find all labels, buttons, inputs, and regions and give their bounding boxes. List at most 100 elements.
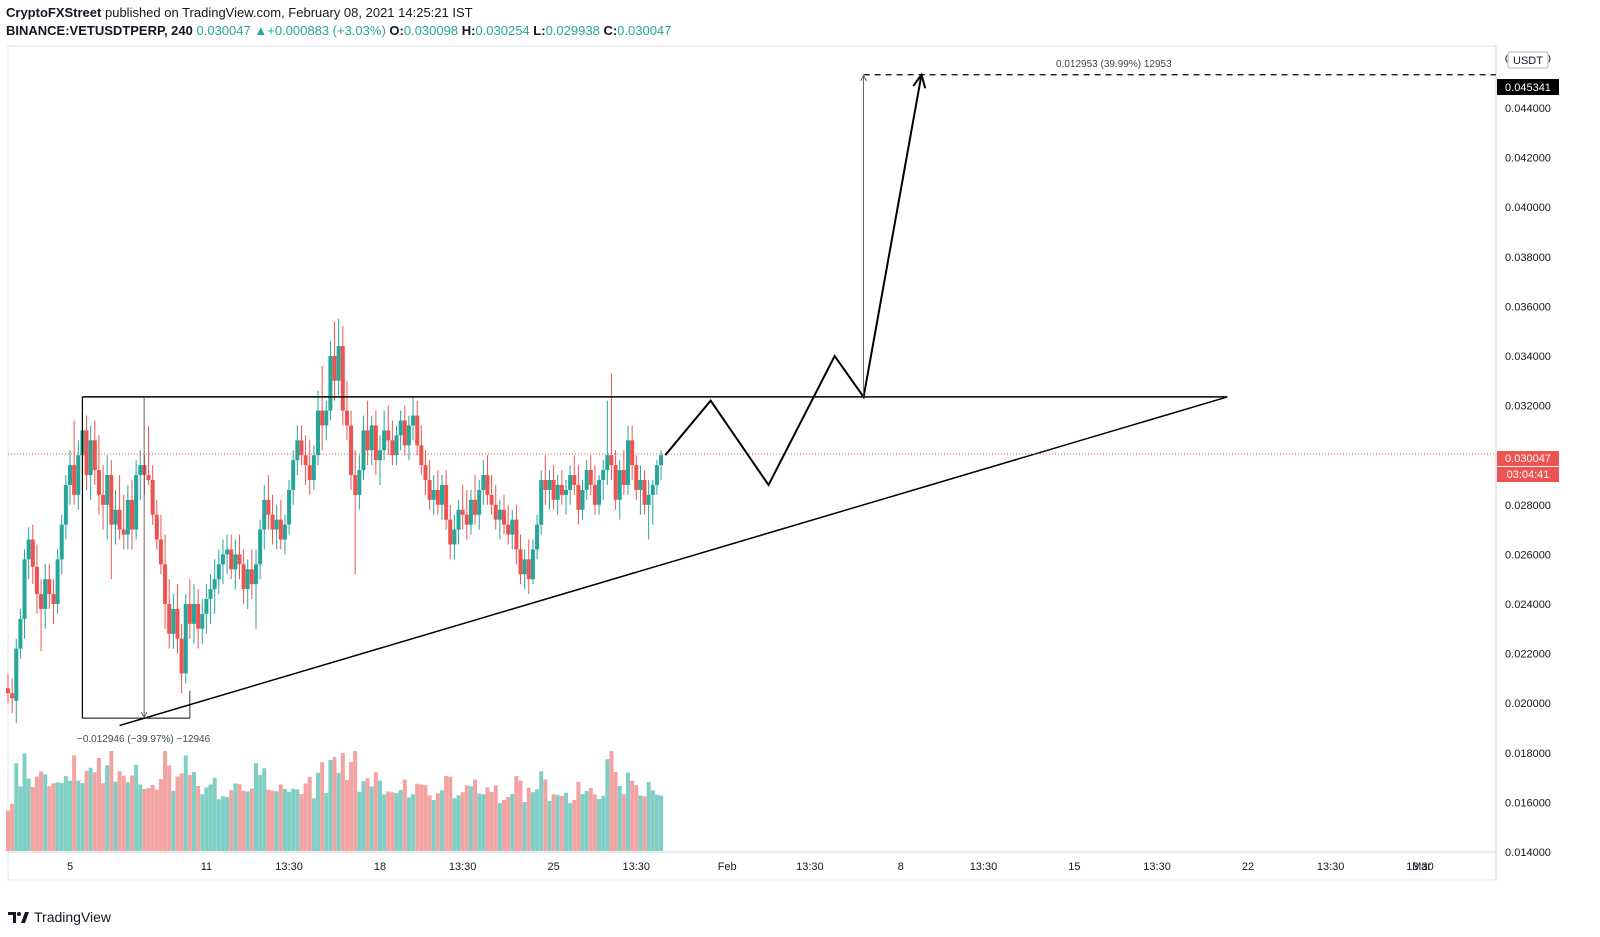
candle-body <box>580 489 585 510</box>
candle-body <box>564 489 568 495</box>
volume-bar <box>477 793 482 851</box>
volume-bar <box>262 768 267 851</box>
volume-bar <box>163 751 168 851</box>
candle-body <box>109 475 114 525</box>
volume-bar <box>460 792 465 851</box>
tradingview-logo-icon <box>8 912 29 923</box>
candle-body <box>386 430 391 441</box>
candle-body <box>63 484 68 525</box>
candle-body <box>130 499 134 530</box>
candle-body <box>601 470 606 480</box>
time-tick-label: 13:30 <box>449 861 477 873</box>
candle-body <box>154 514 159 540</box>
volume-bar <box>514 776 519 851</box>
volume-bar <box>419 784 424 851</box>
price-tick-label: 0.024000 <box>1505 599 1551 611</box>
currency-label: USDT <box>1513 55 1543 67</box>
footer-brand[interactable]: TradingView <box>8 909 111 925</box>
candle-body <box>117 509 122 530</box>
volume-bar <box>328 760 333 851</box>
candle-body <box>477 489 482 515</box>
volume-bar <box>6 810 10 851</box>
volume-bar <box>183 755 188 851</box>
candle-body <box>270 514 275 530</box>
volume-bar <box>440 790 444 851</box>
candle-body <box>526 559 531 580</box>
candle-body <box>543 480 548 490</box>
volume-bar <box>638 795 643 851</box>
price-axis[interactable]: 0.0460000.0440000.0420000.0400000.038000… <box>1505 53 1551 859</box>
measure-down-arrow-icon <box>140 711 148 718</box>
volume-bar <box>225 797 230 851</box>
volume-bar <box>485 787 490 851</box>
volume-bar <box>588 788 593 851</box>
volume-bar <box>220 796 225 851</box>
volume-bar <box>473 779 478 851</box>
volume-bar <box>258 775 263 851</box>
volume-bar <box>609 751 614 851</box>
volume-bar <box>613 772 618 851</box>
candle-body <box>192 604 196 624</box>
volume-bar <box>522 802 527 851</box>
candle-body <box>287 489 292 525</box>
candle-body <box>146 475 151 480</box>
low-label: L: <box>533 23 546 38</box>
candle-body <box>278 519 283 540</box>
volume-bar <box>125 782 130 851</box>
candle-body <box>419 445 424 466</box>
candle-body <box>311 455 316 480</box>
candle-body <box>597 480 602 505</box>
candle-body <box>30 539 35 567</box>
candle-body <box>456 509 461 530</box>
volume-bar <box>369 786 374 851</box>
volume-bar <box>353 751 358 851</box>
candle-body <box>344 410 349 426</box>
volume-bar <box>138 784 143 851</box>
time-tick-label: 13:30 <box>970 861 998 873</box>
candle-body <box>584 470 589 490</box>
candle-body <box>497 509 502 520</box>
candle-body <box>398 420 403 436</box>
candle-body <box>68 465 72 485</box>
candle-body <box>415 415 420 446</box>
candle-body <box>365 430 370 451</box>
candle-body <box>605 455 610 471</box>
volume-bar <box>158 779 163 851</box>
volume-bar <box>278 784 283 851</box>
volume-bar <box>134 765 139 851</box>
volume-bar <box>142 789 147 851</box>
candle-body <box>510 519 515 535</box>
price-tick-label: 0.038000 <box>1505 252 1551 264</box>
time-axis[interactable]: 5 11 13:30 18 13:30 25 13:30 Feb 13:30 8 13:30 15 13… <box>67 861 1434 873</box>
price-tick-label: 0.018000 <box>1505 748 1551 760</box>
volume-bar <box>406 797 411 851</box>
candle-body <box>258 529 263 565</box>
volume-bar <box>96 758 101 851</box>
candle-body <box>26 539 31 560</box>
candle-body <box>229 549 234 570</box>
time-tick-label: 13:30 <box>1317 861 1345 873</box>
candle-body <box>307 465 312 480</box>
currency-badge[interactable] <box>1507 51 1549 69</box>
volume-bar <box>212 777 217 851</box>
volume-bar <box>365 778 370 851</box>
candle-body <box>208 589 213 600</box>
candle-body <box>216 564 221 580</box>
time-tick-label: 18 <box>374 861 386 873</box>
candle-body <box>576 484 581 510</box>
candle-body <box>200 613 205 629</box>
volume-bar <box>150 785 155 851</box>
candle-body <box>245 569 250 590</box>
candle-body <box>431 489 436 500</box>
volume-bar <box>316 772 320 851</box>
projected-path <box>664 74 923 487</box>
candle-body <box>551 480 556 500</box>
time-tick-label: 22 <box>1242 861 1254 873</box>
time-tick-label: 13:30 <box>1406 861 1434 873</box>
volume-bar <box>489 792 494 851</box>
candle-body <box>171 608 176 634</box>
candle-body <box>493 504 498 520</box>
volume-bar <box>196 786 201 851</box>
candle-body <box>158 539 163 565</box>
